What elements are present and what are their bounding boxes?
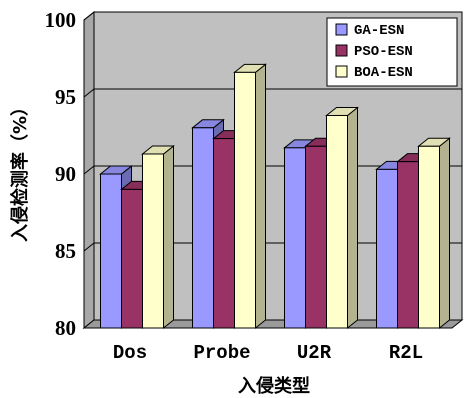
y-tick-label: 100 xyxy=(45,8,77,32)
legend-swatch-ga-esn xyxy=(335,23,348,36)
bar-front xyxy=(418,145,440,329)
bar-front xyxy=(192,127,214,329)
bar-front xyxy=(213,138,235,329)
legend-label-ga-esn: GA-ESN xyxy=(354,23,404,39)
gridline-side xyxy=(83,242,95,252)
x-category-label: U2R xyxy=(297,342,332,364)
legend: GA-ESN PSO-ESN BOA-ESN xyxy=(326,17,458,87)
bar-boa-esn-probe xyxy=(233,63,267,330)
x-category-labels: Dos Probe U2R R2L xyxy=(113,342,423,364)
legend-box xyxy=(326,17,458,87)
bar-front xyxy=(234,71,256,329)
y-tick-label: 95 xyxy=(55,85,76,109)
bar-side xyxy=(347,106,358,330)
x-category-label: R2L xyxy=(389,342,423,364)
x-axis-title: 入侵类型 xyxy=(238,375,310,397)
y-tick-label: 85 xyxy=(55,239,76,263)
bar-side xyxy=(255,63,266,330)
bar-boa-esn-u2r xyxy=(325,106,359,330)
bar-front xyxy=(376,168,398,329)
legend-swatch-boa-esn xyxy=(335,65,348,78)
gridline-side xyxy=(83,88,95,98)
bar-boa-esn-dos xyxy=(141,144,175,330)
legend-swatch-pso-esn xyxy=(335,44,348,57)
y-axis-title: 入侵检测率（%） xyxy=(9,98,31,242)
x-category-label: Dos xyxy=(113,342,147,364)
bar-front xyxy=(397,161,419,329)
bar-boa-esn-r2l xyxy=(417,137,451,330)
bar-side xyxy=(163,144,174,330)
bar-front xyxy=(284,147,306,329)
bar-front xyxy=(100,173,122,329)
x-category-label: Probe xyxy=(193,342,250,364)
bar-front xyxy=(305,145,327,329)
legend-label-boa-esn: BOA-ESN xyxy=(354,65,413,81)
gridline-side xyxy=(83,165,95,175)
bar-front xyxy=(121,188,143,329)
bar-front xyxy=(142,153,164,329)
bar-front xyxy=(326,114,348,329)
bars xyxy=(99,63,451,330)
y-tick-labels: 80 85 90 95 100 xyxy=(45,8,77,340)
y-tick-label: 80 xyxy=(55,316,76,340)
gridline-side xyxy=(83,11,95,21)
legend-label-pso-esn: PSO-ESN xyxy=(354,44,413,60)
bar-side xyxy=(439,137,450,330)
y-tick-label: 90 xyxy=(55,162,76,186)
